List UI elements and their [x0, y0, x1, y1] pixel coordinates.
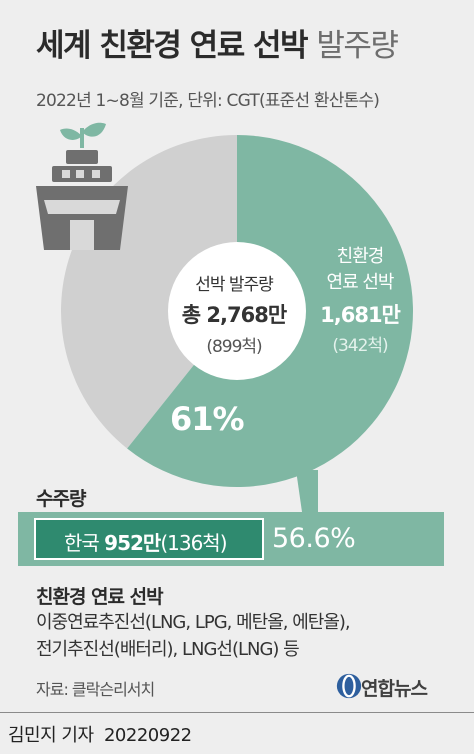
orders-title: 수주량: [36, 488, 86, 510]
eco-definition-text: 이중연료추진선(LNG, LPG, 메탄올, 에탄올), 전기추진선(배터리),…: [36, 609, 351, 663]
footer-divider: [0, 712, 474, 713]
total-value: 총 2,768만: [181, 303, 287, 327]
eco-label-line2: 연료 선박: [326, 272, 395, 293]
korea-value: 952만: [104, 531, 161, 555]
pie-center-hole: [168, 242, 306, 380]
footer-author: 김민지 기자: [8, 725, 94, 746]
eco-slice-label: 친환경 연료 선박 1,681만 (342척): [305, 244, 415, 356]
title-light: 발주량: [316, 28, 399, 64]
footer: 김민지 기자 20220922: [8, 721, 192, 747]
korea-orders-text: 한국 952만(136척): [64, 527, 228, 556]
ship-with-sprout-icon: [36, 122, 128, 250]
source-text: 자료: 클락슨리서치: [36, 680, 155, 699]
footer-date: 20220922: [103, 725, 192, 746]
title-bold: 세계 친환경 연료 선박: [36, 28, 309, 64]
korea-count: (136척): [160, 531, 227, 555]
yonhap-logo-icon: [336, 673, 362, 699]
eco-value: 1,681만: [320, 303, 401, 327]
pie-chart: [36, 122, 413, 512]
korea-share: 56.6%: [272, 523, 356, 554]
eco-count: (342척): [332, 336, 388, 356]
total-label: 선박 발주량 총 2,768만 (899척): [169, 270, 299, 357]
eco-definition-title: 친환경 연료 선박: [36, 586, 164, 608]
brand-name: 연합뉴스: [361, 678, 428, 700]
eco-share-label: 61%: [170, 400, 245, 438]
chart-subtitle: 2022년 1~8월 기준, 단위: CGT(표준선 환산톤수): [36, 91, 380, 111]
korea-orders-bar: [34, 518, 264, 560]
callout-pointer: [296, 470, 318, 512]
eco-label-line1: 친환경: [336, 246, 385, 267]
eco-definition-line2: 전기추진선(배터리), LNG선(LNG) 등: [36, 639, 300, 660]
eco-definition-line1: 이중연료추진선(LNG, LPG, 메탄올, 에탄올),: [36, 612, 351, 633]
total-label-text: 선박 발주량: [195, 275, 274, 295]
chart-title: 세계 친환경 연료 선박 발주량: [36, 20, 399, 65]
korea-label: 한국: [64, 531, 100, 555]
total-count: (899척): [206, 337, 262, 357]
